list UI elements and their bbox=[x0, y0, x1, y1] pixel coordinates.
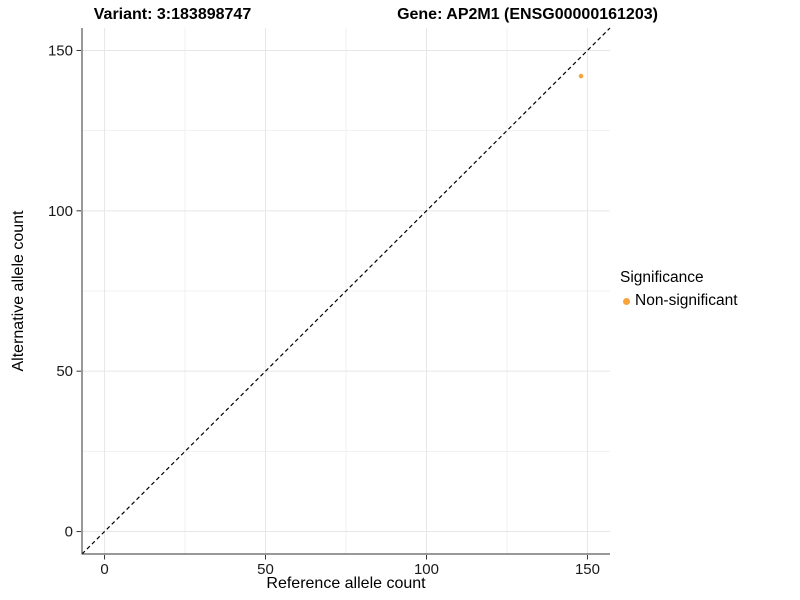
y-tick-label: 100 bbox=[48, 203, 73, 220]
legend-entry-label: Non-significant bbox=[635, 292, 738, 309]
identity-dashed-line bbox=[81, 27, 611, 555]
y-tick-label: 150 bbox=[48, 42, 73, 59]
data-point bbox=[578, 73, 584, 79]
gene-title: Gene: AP2M1 (ENSG00000161203) bbox=[397, 6, 658, 23]
variant-title: Variant: 3:183898747 bbox=[93, 6, 252, 23]
legend-title: Significance bbox=[620, 269, 704, 286]
legend-entry: Non-significant bbox=[620, 292, 738, 310]
x-tick-label: 0 bbox=[100, 561, 108, 578]
y-tick-label: 0 bbox=[65, 524, 73, 541]
x-tick-label: 100 bbox=[414, 561, 439, 578]
legend: Significance Non-significant bbox=[620, 269, 738, 310]
x-axis-title: Reference allele count bbox=[266, 575, 426, 592]
x-tick-label: 50 bbox=[257, 561, 274, 578]
y-axis-title: Alternative allele count bbox=[10, 210, 27, 372]
legend-dot-icon bbox=[623, 297, 630, 305]
x-tick-label: 150 bbox=[575, 561, 600, 578]
y-tick-label: 50 bbox=[56, 363, 73, 380]
